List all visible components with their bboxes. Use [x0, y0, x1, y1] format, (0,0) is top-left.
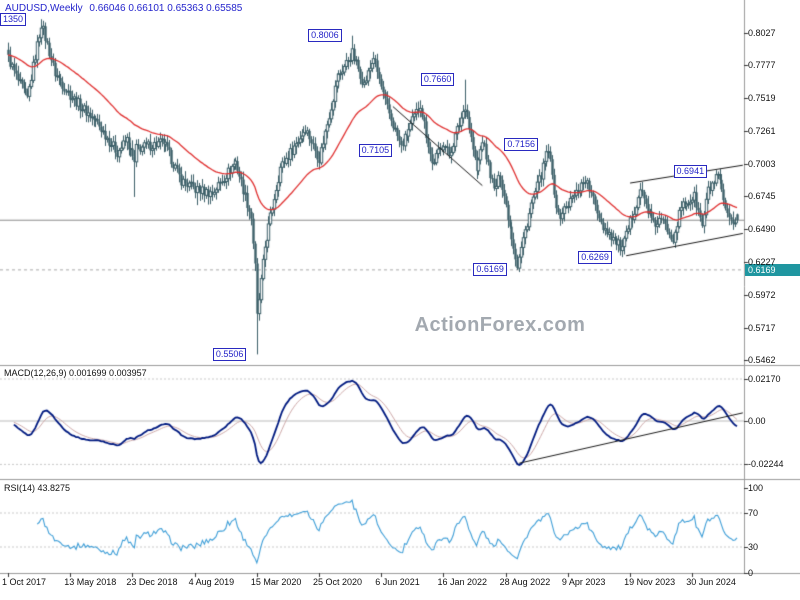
price-level-tag: 1350 — [0, 12, 27, 26]
macd-axis-label: -0.02244 — [748, 459, 784, 470]
price-level-badge: 0.6169 — [745, 263, 800, 276]
macd-axis-label: 0.00 — [748, 416, 766, 426]
price-axis-label: 0.7519 — [748, 92, 776, 103]
price-level-tag: 0.6169 — [473, 263, 507, 277]
rsi-axis-label: 0 — [748, 567, 754, 578]
date-axis-label: 30 Jun 2024 — [686, 577, 736, 587]
rsi-indicator-label: RSI(14) 43.8275 — [4, 483, 71, 493]
date-axis-label: 28 Aug 2022 — [499, 577, 551, 587]
price-axis-label: 0.5717 — [748, 322, 776, 333]
date-axis-label: 9 Apr 2023 — [561, 577, 606, 587]
price-level-tag: 0.5506 — [212, 347, 247, 361]
rsi-axis-label: 70 — [748, 508, 759, 518]
date-axis-label: 13 May 2018 — [64, 577, 117, 587]
price-level-tag: 0.6269 — [578, 250, 612, 264]
price-level-tag: 0.6941 — [673, 164, 708, 178]
price-axis-label: 0.7777 — [748, 59, 776, 70]
date-axis-label: 6 Jun 2021 — [375, 577, 420, 587]
price-level-tag: 0.7660 — [420, 73, 455, 87]
ohlc-values: 0.66046 0.66101 0.65363 0.65585 — [89, 3, 243, 14]
date-axis-label: 23 Dec 2018 — [126, 577, 178, 587]
date-axis-label: 19 Nov 2023 — [624, 577, 676, 587]
price-axis-label: 0.6227 — [748, 257, 776, 268]
chart-title: AUDUSD,Weekly 0.66046 0.66101 0.65363 0.… — [5, 3, 246, 14]
watermark: ActionForex.com — [414, 314, 586, 336]
symbol-timeframe-label: AUDUSD,Weekly — [5, 3, 83, 14]
macd-axis-label: 0.02170 — [748, 374, 781, 384]
date-axis-label: 15 Mar 2020 — [250, 577, 302, 587]
date-axis-label: 25 Oct 2020 — [313, 577, 363, 587]
price-axis-label: 0.6490 — [748, 223, 776, 234]
rsi-axis-label: 100 — [748, 482, 764, 493]
date-axis-label: 4 Aug 2019 — [188, 577, 235, 587]
macd-indicator-label: MACD(12,26,9) 0.001699 0.003957 — [4, 368, 147, 378]
price-axis-label: 0.8027 — [748, 28, 776, 38]
price-level-tag: 0.7105 — [358, 144, 393, 158]
price-level-tag: 0.7156 — [504, 137, 538, 151]
date-axis-label: 1 Oct 2017 — [2, 577, 47, 587]
date-axis-label: 16 Jan 2022 — [437, 577, 487, 587]
price-axis-label: 0.7003 — [748, 158, 776, 169]
rsi-axis-label: 30 — [748, 542, 759, 552]
price-axis-label: 0.6745 — [748, 191, 776, 202]
price-axis-label: 0.7261 — [748, 125, 776, 136]
price-axis-label: 0.5462 — [748, 355, 776, 365]
price-axis-label: 0.5972 — [748, 289, 776, 300]
price-level-tag: 0.8006 — [308, 29, 342, 43]
